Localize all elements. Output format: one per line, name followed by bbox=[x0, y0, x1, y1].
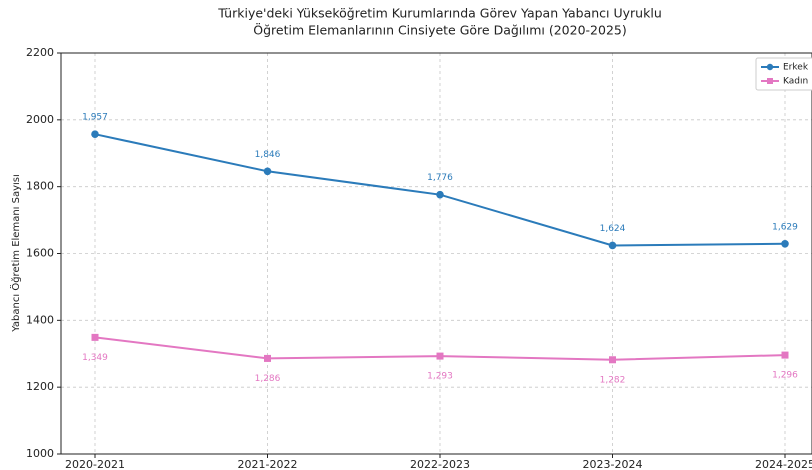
data-label: 1,349 bbox=[82, 353, 108, 363]
y-tick-label: 1600 bbox=[26, 247, 54, 260]
data-label: 1,286 bbox=[255, 374, 281, 384]
y-tick-label: 2000 bbox=[26, 113, 54, 126]
y-axis-label: Yabancı Öğretim Elemanı Sayısı bbox=[9, 174, 22, 333]
data-label: 1,293 bbox=[427, 372, 453, 382]
legend-marker bbox=[767, 78, 773, 84]
data-label: 1,846 bbox=[255, 150, 281, 160]
x-tick-label: 2023-2024 bbox=[583, 458, 643, 470]
x-tick-label: 2021-2022 bbox=[238, 458, 298, 470]
marker bbox=[264, 354, 271, 362]
data-label: 1,624 bbox=[600, 224, 626, 234]
marker bbox=[91, 333, 99, 341]
legend-label: Erkek bbox=[783, 63, 809, 73]
y-tick-label: 1200 bbox=[26, 380, 54, 393]
marker bbox=[91, 130, 99, 139]
marker bbox=[781, 240, 789, 248]
chart-title: Öğretim Elemanlarının Cinsiyete Göre Dağ… bbox=[253, 22, 626, 38]
marker bbox=[608, 241, 617, 250]
y-tick-label: 1800 bbox=[26, 180, 54, 193]
y-tick-label: 1400 bbox=[26, 313, 54, 326]
data-label: 1,282 bbox=[600, 375, 626, 385]
chart-title: Türkiye'deki Yükseköğretim Kurumlarında … bbox=[217, 6, 662, 21]
y-tick-label: 1000 bbox=[26, 447, 54, 460]
data-label: 1,776 bbox=[427, 173, 453, 183]
legend-marker bbox=[766, 63, 774, 71]
marker bbox=[436, 190, 444, 199]
marker bbox=[609, 356, 616, 364]
data-label: 1,629 bbox=[772, 222, 798, 232]
y-tick-label: 2200 bbox=[26, 46, 54, 59]
x-tick-label: 2020-2021 bbox=[65, 458, 125, 470]
marker bbox=[781, 351, 789, 359]
legend-label: Kadın bbox=[783, 77, 808, 87]
marker bbox=[436, 352, 444, 360]
data-label: 1,957 bbox=[82, 113, 108, 123]
x-tick-label: 2024-2025 bbox=[755, 458, 812, 470]
plot-frame bbox=[60, 52, 812, 455]
x-tick-label: 2022-2023 bbox=[410, 458, 470, 470]
marker bbox=[263, 167, 272, 176]
data-label: 1,296 bbox=[772, 371, 798, 381]
